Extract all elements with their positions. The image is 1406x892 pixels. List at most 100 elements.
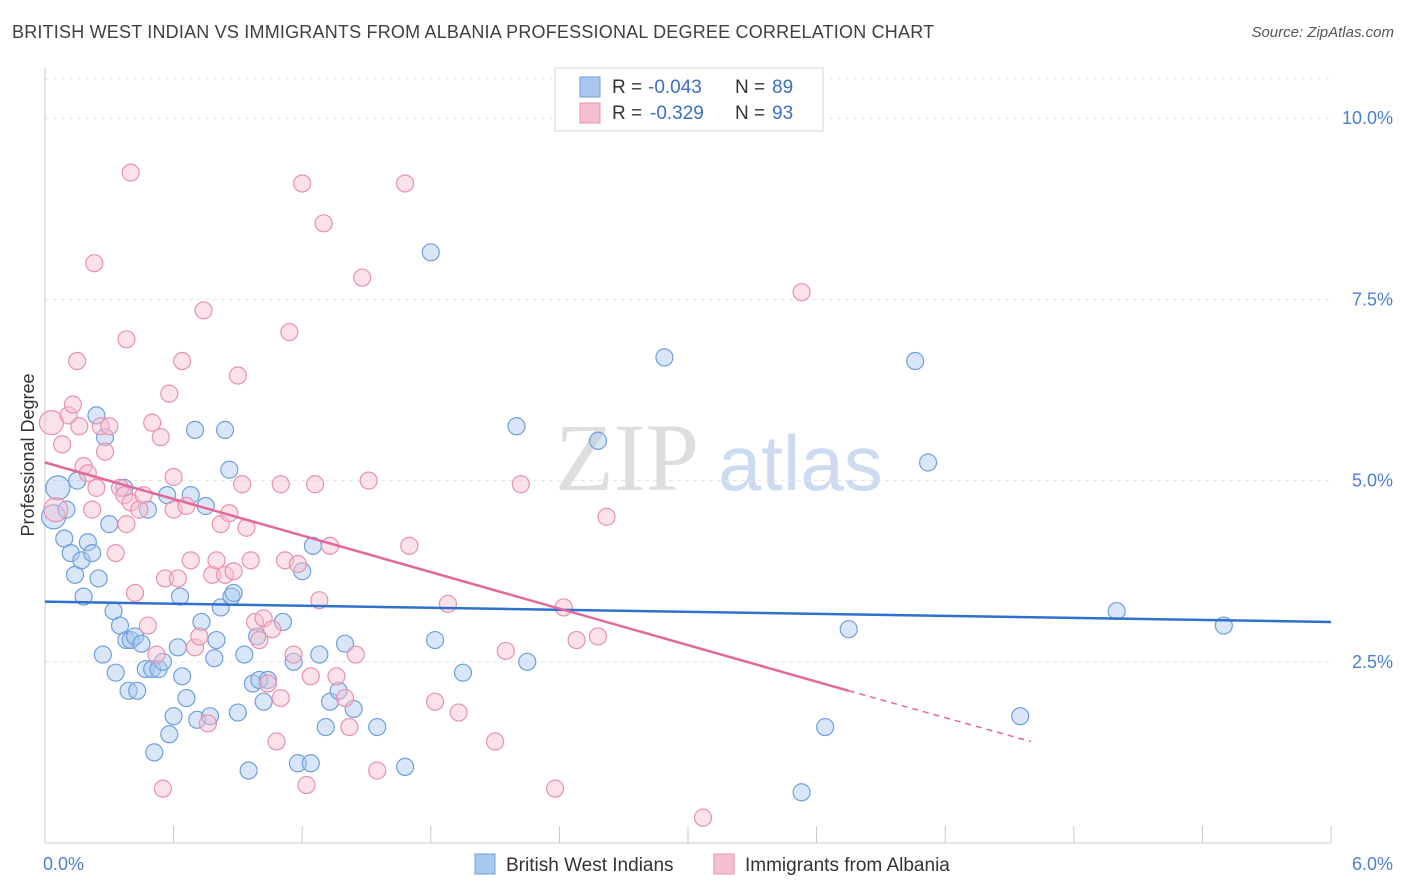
scatter-point [655, 348, 674, 367]
scatter-point [100, 515, 119, 534]
scatter-point [314, 214, 333, 233]
scatter-point [207, 551, 226, 570]
scatter-point [115, 486, 134, 505]
scatter-point [136, 659, 155, 679]
y-tick-labels: 2.5% 5.0% 7.5% 10.0% [1342, 108, 1393, 672]
scatter-point [57, 500, 76, 519]
scatter-point [181, 551, 200, 570]
scatter-point [173, 667, 192, 686]
scatter-point [588, 627, 608, 646]
legend-r-value-1: -0.043 [648, 77, 702, 98]
scatter-point [117, 515, 136, 534]
scatter-point [297, 775, 316, 795]
scatter-point [359, 471, 378, 490]
x-tick-label-max: 6.0% [1352, 854, 1393, 874]
scatter-point [228, 703, 247, 722]
scatter-point [241, 551, 260, 570]
scatter-point [486, 732, 505, 751]
scatter-point [85, 254, 104, 273]
scatter-point [138, 616, 157, 635]
scatter-point [106, 663, 125, 682]
bottom-legend-label-pink: Immigrants from Albania [745, 855, 950, 876]
scatter-point [72, 551, 91, 570]
chart-title: BRITISH WEST INDIAN VS IMMIGRANTS FROM A… [12, 22, 935, 42]
scatter-point [185, 420, 205, 439]
legend-r-label-1: R = [612, 77, 642, 98]
scatter-point [1107, 601, 1126, 621]
scatter-point [284, 652, 303, 671]
scatter-point [117, 330, 136, 349]
scatter-point [177, 688, 196, 708]
scatter-point [53, 435, 72, 454]
watermark-zip: ZIP [555, 404, 699, 511]
scatter-point [425, 630, 445, 650]
scatter-point [395, 757, 415, 777]
bottom-legend-swatch-blue [474, 853, 496, 875]
scatter-point [258, 674, 278, 693]
scatter-point [185, 638, 205, 657]
y-tick-label: 10.0% [1342, 108, 1393, 128]
scatter-point [170, 587, 190, 606]
scatter-point [147, 645, 166, 664]
scatter-point [239, 761, 258, 780]
scatter-point [511, 475, 530, 494]
scatter-point [43, 497, 69, 523]
scatter-point [792, 283, 811, 302]
watermark-atlas: atlas [718, 419, 883, 507]
scatter-point [301, 667, 320, 686]
scatter-point [160, 384, 179, 403]
scatter-point [151, 428, 170, 447]
scatter-point [288, 554, 308, 574]
bottom-legend-swatch-pink [713, 853, 735, 875]
scatter-point [224, 583, 243, 603]
scatter-point [100, 417, 119, 436]
scatter-point [235, 645, 254, 664]
legend-r-label-2: R = [612, 103, 642, 124]
scatter-point [421, 243, 440, 262]
scatter-point [74, 587, 93, 606]
scatter-point [588, 431, 608, 450]
scatter-point [839, 620, 858, 639]
scatter-point [293, 174, 312, 193]
y-axis-label: Professional Degree [18, 373, 38, 536]
scatter-point [400, 536, 419, 555]
scatter-point [63, 395, 82, 414]
scatter-point [816, 717, 835, 737]
scatter-point [194, 301, 213, 320]
scatter-point [906, 351, 925, 371]
scatter-point [128, 681, 147, 700]
source-note: Source: ZipAtlas.com [1251, 24, 1394, 41]
scatter-point [250, 630, 269, 650]
legend-n-value-1: 89 [772, 77, 793, 98]
scatter-point [518, 652, 537, 671]
bottom-legend-label-blue: British West Indians [506, 855, 674, 876]
scatter-point [95, 442, 115, 461]
scatter-point [918, 453, 938, 472]
scatter-point [792, 783, 811, 802]
scatter-point [130, 500, 149, 519]
scatter-point [567, 630, 586, 650]
scatter-point [280, 322, 299, 342]
y-tick-label: 5.0% [1352, 471, 1393, 491]
x-ticks [44, 826, 1332, 843]
scatter-point [93, 645, 112, 664]
scatter-point [368, 761, 387, 780]
scatter-point [507, 417, 526, 436]
scatter-point [271, 475, 290, 494]
scatter-point [228, 366, 247, 385]
bottom-legend: British West Indians Immigrants from Alb… [474, 853, 950, 876]
scatter-point [153, 652, 172, 671]
scatter-point [546, 779, 565, 798]
scatter-point [164, 707, 183, 726]
scatter-point [61, 543, 80, 563]
scatter-point [346, 645, 365, 664]
scatter-point [83, 500, 102, 519]
scatter-point [310, 591, 329, 610]
scatter-point [215, 420, 235, 439]
scatter-point [301, 754, 320, 773]
scatter-point [125, 583, 145, 603]
legend-n-value-2: 93 [772, 103, 793, 124]
y-tick-label: 2.5% [1352, 652, 1393, 672]
scatter-point [329, 681, 348, 700]
trend-line-pink [44, 461, 850, 693]
